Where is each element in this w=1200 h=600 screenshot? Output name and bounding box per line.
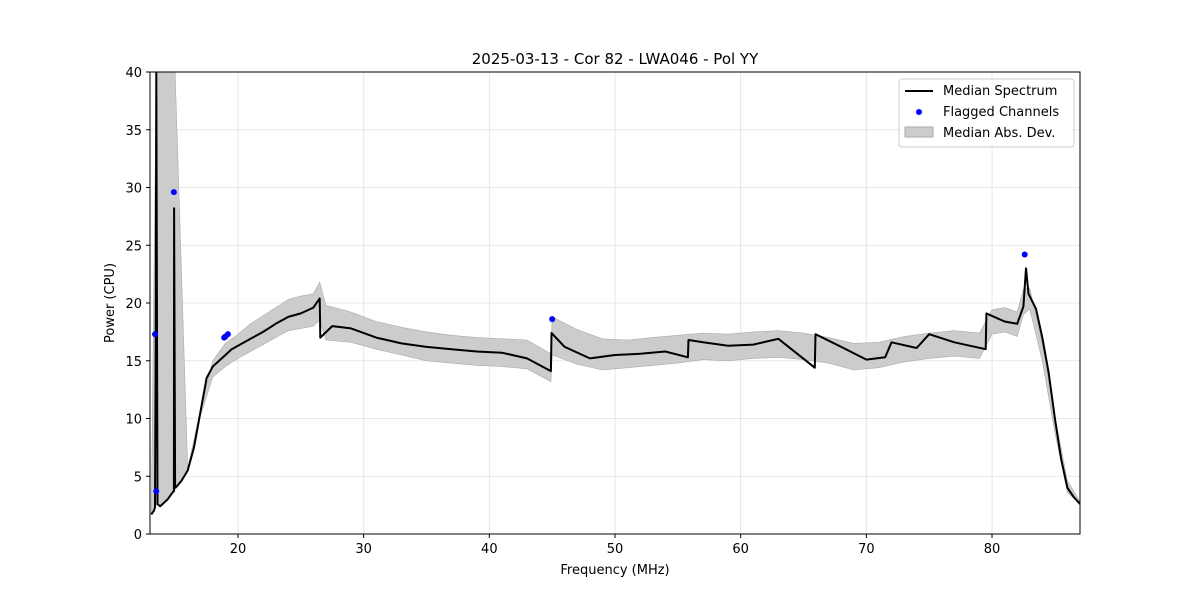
y-tick-label: 40 bbox=[125, 66, 142, 81]
y-tick-label: 15 bbox=[125, 355, 142, 370]
legend-flagged-label: Flagged Channels bbox=[943, 105, 1059, 120]
mad-band-layer bbox=[151, 72, 1080, 515]
flagged-channels-layer bbox=[152, 189, 1028, 495]
y-tick-label: 25 bbox=[125, 239, 142, 254]
y-tick-label: 20 bbox=[125, 297, 142, 312]
y-tick-label: 0 bbox=[134, 528, 142, 543]
x-tick-label: 50 bbox=[607, 542, 624, 557]
x-axis-label: Frequency (MHz) bbox=[560, 563, 669, 578]
flagged-channel-point bbox=[1021, 251, 1028, 258]
flagged-channel-point bbox=[549, 316, 556, 323]
y-axis-label: Power (CPU) bbox=[103, 263, 118, 343]
legend-mad-label: Median Abs. Dev. bbox=[943, 126, 1055, 141]
flagged-channel-point bbox=[224, 331, 231, 338]
legend-flagged-point-swatch bbox=[916, 109, 922, 115]
mad-band bbox=[151, 72, 1080, 515]
y-tick-label: 30 bbox=[125, 182, 142, 197]
x-tick-label: 20 bbox=[230, 542, 247, 557]
legend: Median Spectrum Flagged Channels Median … bbox=[898, 78, 1075, 148]
x-tick-label: 80 bbox=[984, 542, 1001, 557]
x-tick-label: 70 bbox=[858, 542, 875, 557]
y-tick-label: 5 bbox=[134, 470, 142, 485]
x-tick-label: 60 bbox=[732, 542, 749, 557]
flagged-channel-point bbox=[170, 189, 177, 196]
flagged-channel-point bbox=[152, 331, 159, 338]
y-axis-ticks: 0 5 10 15 20 25 30 35 40 bbox=[125, 66, 150, 543]
legend-frame bbox=[898, 78, 1075, 148]
x-axis-ticks: 20 30 40 50 60 70 80 bbox=[230, 534, 1001, 557]
legend-median-label: Median Spectrum bbox=[943, 84, 1057, 99]
median-spectrum-line bbox=[150, 72, 1080, 515]
x-tick-label: 40 bbox=[481, 542, 498, 557]
median-spectrum-layer bbox=[150, 72, 1080, 515]
legend-mad-patch-swatch bbox=[904, 126, 934, 138]
y-tick-label: 35 bbox=[125, 124, 142, 139]
x-tick-label: 30 bbox=[355, 542, 372, 557]
y-tick-label: 10 bbox=[125, 413, 142, 428]
flagged-channel-point bbox=[153, 488, 160, 495]
chart-title: 2025-03-13 - Cor 82 - LWA046 - Pol YY bbox=[472, 50, 759, 68]
